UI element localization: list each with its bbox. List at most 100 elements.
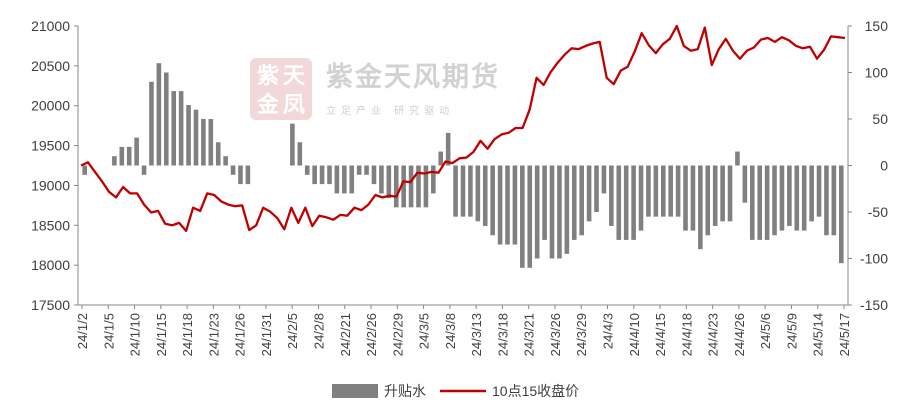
bar	[290, 123, 295, 166]
bar	[349, 165, 355, 194]
bar	[712, 165, 718, 226]
x-tick-label: 24/2/21	[338, 313, 353, 356]
bar	[423, 165, 429, 208]
bar	[646, 165, 651, 217]
bar	[482, 165, 488, 226]
bar	[564, 165, 570, 254]
bar	[445, 132, 451, 166]
bar	[364, 165, 369, 175]
bar	[475, 165, 481, 222]
bar	[742, 165, 748, 203]
bar	[542, 165, 547, 240]
x-tick-label: 24/1/23	[206, 313, 221, 356]
x-tick-label: 24/4/3	[601, 313, 616, 349]
x-tick-label: 24/4/23	[706, 313, 721, 356]
bar	[794, 165, 800, 231]
x-axis-ticks: 24/1/2 24/1/5 24/1/10 24/1/15 24/1/18 24/1/23…	[75, 305, 852, 356]
bar	[215, 142, 221, 166]
x-tick-label: 24/2/29	[390, 313, 405, 356]
bar	[594, 165, 599, 212]
bar	[156, 63, 162, 166]
watermark-seal-char: 金	[256, 92, 280, 118]
bar	[208, 119, 214, 166]
x-tick-label: 24/1/15	[154, 313, 169, 356]
y-right-tick-label: -150	[860, 297, 888, 313]
y-left-tick-label: 19500	[31, 138, 70, 154]
y-right-tick-label: 150	[865, 18, 889, 34]
watermark-seal	[250, 58, 312, 120]
bar	[223, 156, 228, 166]
watermark-brand: 紫金天风期货	[326, 61, 500, 93]
x-tick-label: 24/4/18	[679, 313, 694, 356]
bar	[609, 165, 614, 226]
bar	[757, 165, 762, 240]
x-tick-label: 24/3/13	[469, 313, 484, 356]
bar	[534, 165, 540, 259]
bar	[164, 72, 169, 166]
bar	[690, 165, 696, 231]
bar	[787, 165, 792, 226]
bar	[653, 165, 659, 217]
bar	[601, 165, 607, 194]
x-tick-label: 24/4/26	[732, 313, 747, 356]
bar	[238, 165, 243, 185]
bar	[668, 165, 673, 217]
x-tick-label: 24/1/26	[233, 313, 248, 356]
bar	[772, 165, 777, 236]
x-tick-label: 24/1/18	[180, 313, 195, 356]
bar	[749, 165, 755, 240]
legend-label-line: 10点15收盘价	[492, 383, 579, 399]
x-tick-label: 24/5/14	[811, 313, 826, 356]
bar	[119, 146, 125, 166]
x-tick-label: 24/3/21	[522, 313, 537, 356]
bar	[334, 165, 340, 194]
x-tick-label: 24/3/8	[443, 313, 458, 349]
y-right-tick-label: 50	[872, 111, 888, 127]
x-tick-label: 24/2/8	[312, 313, 327, 349]
bar	[416, 165, 421, 208]
x-tick-label: 24/1/31	[259, 313, 274, 356]
x-tick-label: 24/3/18	[495, 313, 510, 356]
bar	[779, 165, 785, 231]
bar	[527, 165, 533, 268]
x-tick-label: 24/2/5	[285, 313, 300, 349]
x-tick-label: 24/2/26	[364, 313, 379, 356]
bar	[764, 165, 770, 240]
bar	[401, 165, 406, 208]
bar	[201, 119, 206, 166]
bar	[705, 165, 711, 236]
bar	[319, 165, 325, 185]
bar	[490, 165, 495, 236]
bar	[149, 81, 154, 166]
watermark-seal-char: 凤	[283, 92, 305, 118]
bar	[178, 91, 184, 166]
bar	[505, 165, 510, 245]
bar	[838, 165, 844, 264]
watermark-slogan: 立足产业 研究驱动	[326, 104, 454, 117]
bar	[342, 165, 347, 194]
y-left-tick-label: 17500	[31, 297, 70, 313]
x-tick-label: 24/3/26	[548, 313, 563, 356]
bar	[171, 91, 177, 166]
bar	[549, 165, 555, 259]
bar	[453, 165, 458, 217]
bar	[727, 165, 733, 222]
y-left-tick-label: 18000	[31, 257, 70, 273]
bar	[297, 142, 303, 166]
bar	[824, 165, 829, 236]
x-tick-label: 24/4/15	[653, 313, 668, 356]
legend-swatch-bar	[332, 384, 378, 398]
bar	[683, 165, 688, 231]
watermark-logo: 紫 天 金 凤 紫金天风期货 立足产业 研究驱动	[250, 58, 500, 120]
bar	[431, 165, 436, 194]
x-tick-label: 24/3/29	[574, 313, 589, 356]
watermark-seal-char: 紫	[257, 63, 279, 89]
bar	[735, 151, 740, 166]
bar	[460, 165, 466, 217]
bar	[809, 165, 814, 222]
bar-series	[82, 63, 844, 268]
bar	[468, 165, 473, 217]
bar	[720, 165, 725, 222]
legend: 升贴水 10点15收盘价	[332, 383, 579, 399]
x-tick-label: 24/4/10	[627, 313, 642, 356]
